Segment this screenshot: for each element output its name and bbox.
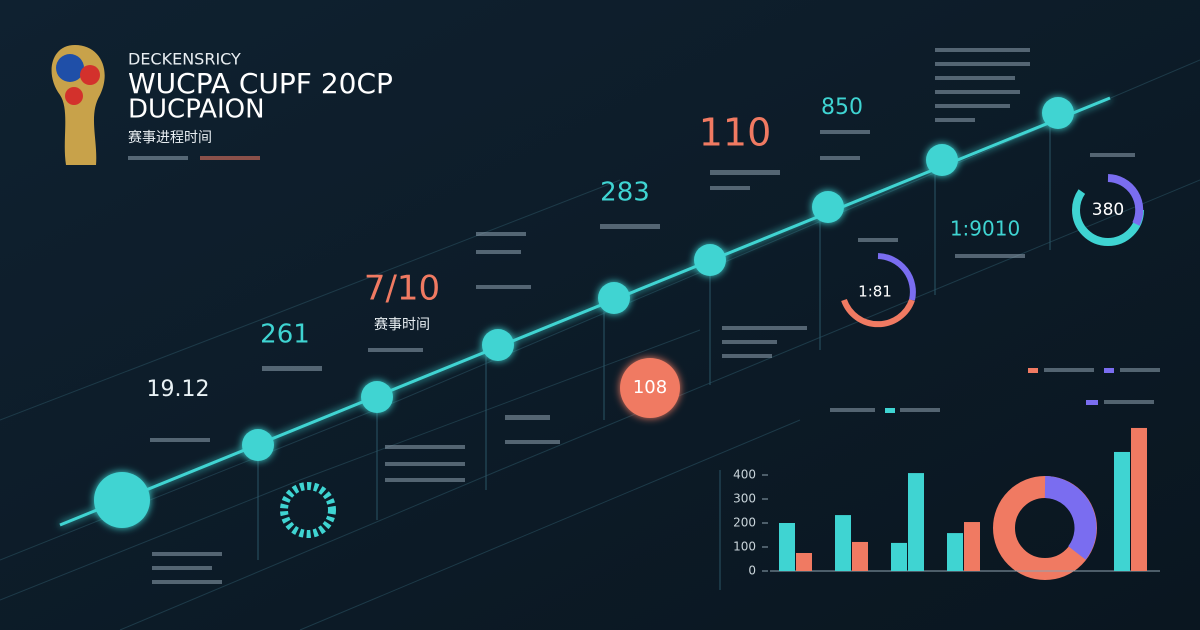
bar [852,541,868,571]
bar [947,533,963,571]
logo [51,45,105,165]
bar [1131,427,1147,571]
y-tick-label: 100 [733,540,756,554]
title-line-2: DUCPAION [128,95,265,125]
y-tick-label: 400 [733,468,756,482]
stat-caption: 赛事时间 [374,317,430,333]
timeline [59,96,1111,560]
placeholder-text [128,48,1160,584]
stat-value: 850 [821,95,863,120]
stat-value: 283 [600,178,650,208]
y-tick-label: 200 [733,516,756,530]
stat-value: 19.12 [147,377,210,402]
stat-value: 261 [260,320,310,350]
bar [779,523,795,571]
stat-value: 380 [1092,200,1124,220]
bar [835,515,851,571]
bar [1114,451,1130,571]
bar [796,553,812,571]
gauges [280,174,1144,580]
y-tick-label: 0 [748,564,756,578]
kicker: DECKENSRICY [128,50,241,69]
bar [964,522,980,571]
y-tick-label: 300 [733,492,756,506]
stat-value: 1:81 [858,283,892,301]
bar [891,542,907,571]
stat-value: 7/10 [364,269,440,309]
bar [908,473,924,571]
subtitle: 赛事进程时间 [128,130,212,146]
title: WUCPA CUPF 20CP [128,67,393,100]
stat-value: 110 [699,111,772,155]
stat-value: 108 [633,377,667,398]
stat-value: 1:9010 [950,217,1020,241]
